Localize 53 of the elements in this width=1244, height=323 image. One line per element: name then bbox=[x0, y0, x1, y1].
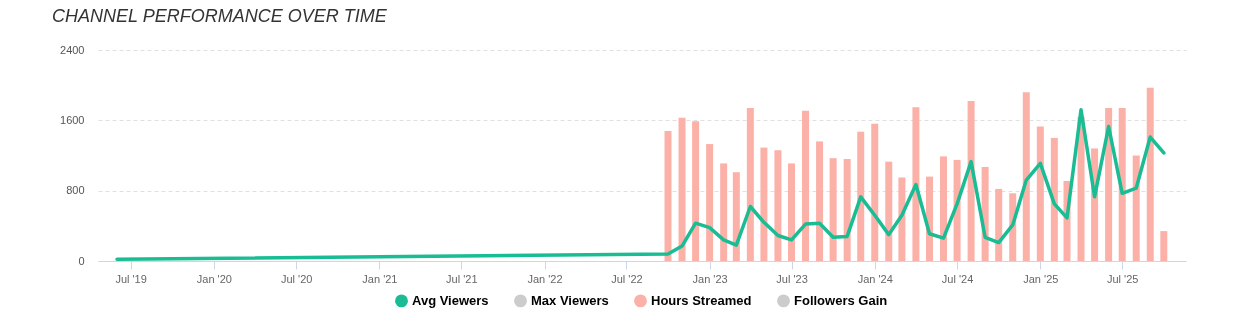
chart-title: CHANNEL PERFORMANCE OVER TIME bbox=[52, 6, 388, 26]
legend-label: Avg Viewers bbox=[412, 292, 489, 308]
bar bbox=[788, 163, 796, 261]
x-tick-label: Jul '20 bbox=[280, 272, 313, 285]
x-tick-label: Jul '25 bbox=[1106, 272, 1139, 285]
y-tick-label: 1600 bbox=[60, 113, 85, 126]
bar bbox=[829, 158, 837, 261]
legend-label: Hours Streamed bbox=[651, 292, 752, 308]
x-tick-label: Jul '21 bbox=[446, 272, 478, 285]
bar bbox=[802, 110, 810, 261]
x-tick-label: Jan '24 bbox=[857, 272, 893, 285]
x-tick-label: Jan '25 bbox=[1023, 272, 1059, 285]
bar bbox=[1132, 155, 1140, 261]
x-tick-label: Jan '20 bbox=[196, 272, 232, 285]
bar bbox=[732, 172, 740, 261]
bar bbox=[885, 161, 893, 261]
bar bbox=[843, 159, 851, 261]
bar bbox=[967, 100, 975, 261]
x-tick-label: Jul '24 bbox=[941, 272, 974, 285]
bar bbox=[940, 156, 948, 261]
y-tick-label: 2400 bbox=[60, 43, 85, 56]
bar bbox=[898, 177, 906, 261]
bar bbox=[816, 141, 824, 261]
bar bbox=[912, 107, 920, 261]
bar bbox=[678, 117, 686, 261]
bar bbox=[1022, 92, 1030, 261]
line-series bbox=[115, 108, 1166, 261]
bar bbox=[995, 188, 1003, 261]
bar bbox=[746, 108, 754, 261]
bar bbox=[1146, 87, 1154, 261]
x-tick-label: Jan '21 bbox=[362, 272, 398, 285]
bar bbox=[774, 150, 782, 261]
y-tick-label: 0 bbox=[78, 254, 85, 267]
y-tick-label: 800 bbox=[66, 184, 85, 197]
bar bbox=[925, 176, 933, 261]
x-tick-label: Jul '19 bbox=[115, 272, 147, 285]
bar bbox=[720, 163, 728, 261]
x-tick-label: Jan '23 bbox=[692, 272, 728, 285]
bar bbox=[706, 144, 714, 261]
bar bbox=[664, 130, 672, 261]
bar bbox=[1118, 108, 1126, 261]
x-tick-label: Jan '22 bbox=[527, 272, 563, 285]
bar bbox=[857, 131, 865, 261]
bar bbox=[692, 121, 700, 261]
bar bbox=[760, 147, 768, 261]
bar bbox=[1050, 137, 1058, 261]
bar bbox=[1036, 126, 1044, 261]
x-tick-label: Jul '22 bbox=[611, 272, 643, 285]
x-tick-label: Jul '23 bbox=[776, 272, 808, 285]
bar bbox=[871, 123, 879, 261]
bar bbox=[1160, 231, 1168, 261]
legend-label: Followers Gain bbox=[794, 292, 888, 308]
legend-label: Max Viewers bbox=[531, 292, 609, 308]
